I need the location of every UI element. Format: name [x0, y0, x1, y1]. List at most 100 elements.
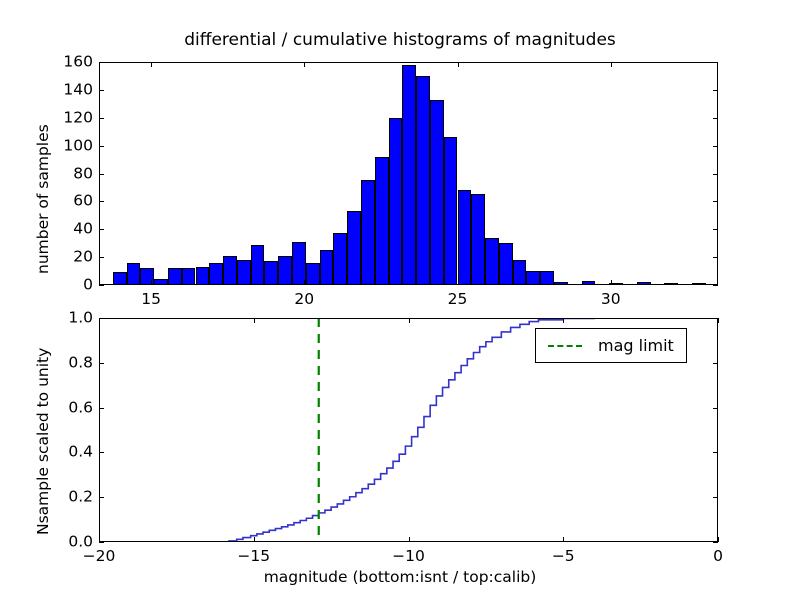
x-tick [99, 318, 100, 323]
y-tick [99, 117, 104, 119]
x-tick-label: −10 [392, 547, 425, 565]
y-tick [99, 201, 104, 203]
x-tick [408, 318, 410, 323]
x-tick-label: −5 [551, 547, 575, 565]
histogram-plot-area [99, 62, 718, 285]
x-tick [457, 280, 459, 285]
histogram-bar [278, 255, 292, 285]
y-tick [713, 89, 718, 91]
x-tick [457, 62, 459, 67]
x-tick-label: 15 [141, 290, 161, 308]
histogram-bar [691, 283, 706, 285]
y-tick [99, 452, 104, 454]
x-tick-label: −20 [82, 547, 116, 565]
y-tick [99, 145, 104, 147]
y-tick-label: 120 [63, 108, 93, 126]
histogram-bar [154, 279, 168, 285]
histogram-bar [264, 261, 279, 285]
y-tick [99, 257, 104, 259]
y-tick [713, 285, 718, 286]
x-tick [151, 280, 153, 285]
y-tick [99, 285, 104, 286]
histogram-bar [167, 268, 182, 285]
y-tick [713, 117, 718, 119]
x-tick [563, 318, 565, 323]
y-tick [99, 407, 104, 409]
y-tick [99, 62, 104, 63]
y-tick [713, 62, 718, 63]
histogram-bar [209, 262, 224, 285]
x-tick [304, 280, 306, 285]
y-tick [713, 173, 718, 175]
y-tick-label: 160 [63, 52, 93, 71]
cumulative-curve [99, 318, 718, 542]
histogram-bar [636, 282, 651, 285]
y-tick [713, 229, 718, 231]
x-tick-label: 0 [713, 547, 723, 565]
histogram-bar [333, 233, 348, 285]
x-tick [304, 62, 306, 67]
y-tick [713, 452, 718, 454]
y-tick [99, 173, 104, 175]
y-tick-label: 80 [73, 163, 93, 182]
y-tick-label: 140 [63, 80, 93, 99]
histogram-bar [512, 259, 527, 285]
histogram-bar [540, 271, 555, 285]
y-tick-label: 60 [73, 191, 93, 210]
histogram-bar [402, 64, 417, 285]
histogram-bar [195, 266, 210, 285]
x-tick [151, 62, 153, 67]
legend-label-mag-limit: mag limit [598, 336, 674, 355]
x-axis-label: magnitude (bottom:isnt / top:calib) [263, 568, 537, 586]
histogram-bar [236, 259, 251, 285]
y-tick-label: 20 [73, 247, 93, 266]
y-tick [99, 229, 104, 231]
histogram-bar [319, 250, 334, 285]
histogram-bar [347, 211, 361, 285]
y-tick-label: 0 [83, 275, 93, 294]
bottom-panel-ylabel: Nsample scaled to unity [34, 347, 52, 535]
cumulative-plot-area [99, 318, 718, 542]
histogram-bar [526, 271, 541, 285]
y-tick-label: 100 [63, 135, 93, 154]
y-tick [713, 407, 718, 409]
histogram-bar [554, 282, 568, 285]
histogram-bar [374, 156, 389, 285]
chart-title: differential / cumulative histograms of … [184, 30, 616, 50]
histogram-bar [416, 75, 430, 285]
y-tick [99, 542, 104, 543]
y-tick-label: 40 [73, 219, 93, 238]
x-tick-label: −15 [237, 547, 271, 565]
y-tick [99, 497, 104, 499]
histogram-bar [223, 255, 237, 285]
y-tick [713, 362, 718, 364]
y-tick [99, 89, 104, 91]
bottom-panel-cumulative: mag limit [99, 318, 719, 543]
histogram-bar [471, 194, 486, 285]
x-tick [563, 537, 565, 542]
histogram-bar [498, 243, 513, 285]
histogram-bar [361, 180, 375, 285]
x-tick [253, 318, 255, 323]
x-tick [610, 280, 612, 285]
histogram-bar [181, 268, 196, 285]
y-tick [713, 318, 718, 319]
y-tick-label: 0.8 [68, 353, 93, 372]
histogram-bar [457, 190, 472, 285]
y-tick [99, 362, 104, 364]
x-tick [253, 537, 255, 542]
x-tick [718, 318, 719, 323]
top-panel-ylabel: number of samples [34, 124, 52, 274]
histogram-bar [443, 137, 458, 285]
y-tick-label: 0.4 [68, 442, 93, 461]
histogram-bar [664, 283, 679, 285]
y-tick-label: 0.2 [68, 487, 93, 506]
y-tick [713, 145, 718, 147]
x-tick-label: 20 [294, 290, 315, 308]
x-tick [99, 537, 100, 542]
histogram-bar [292, 241, 306, 285]
histogram-bar [126, 262, 141, 285]
legend[interactable]: mag limit [535, 328, 687, 363]
x-tick [718, 537, 719, 542]
mag-limit-line-swatch [548, 344, 582, 347]
